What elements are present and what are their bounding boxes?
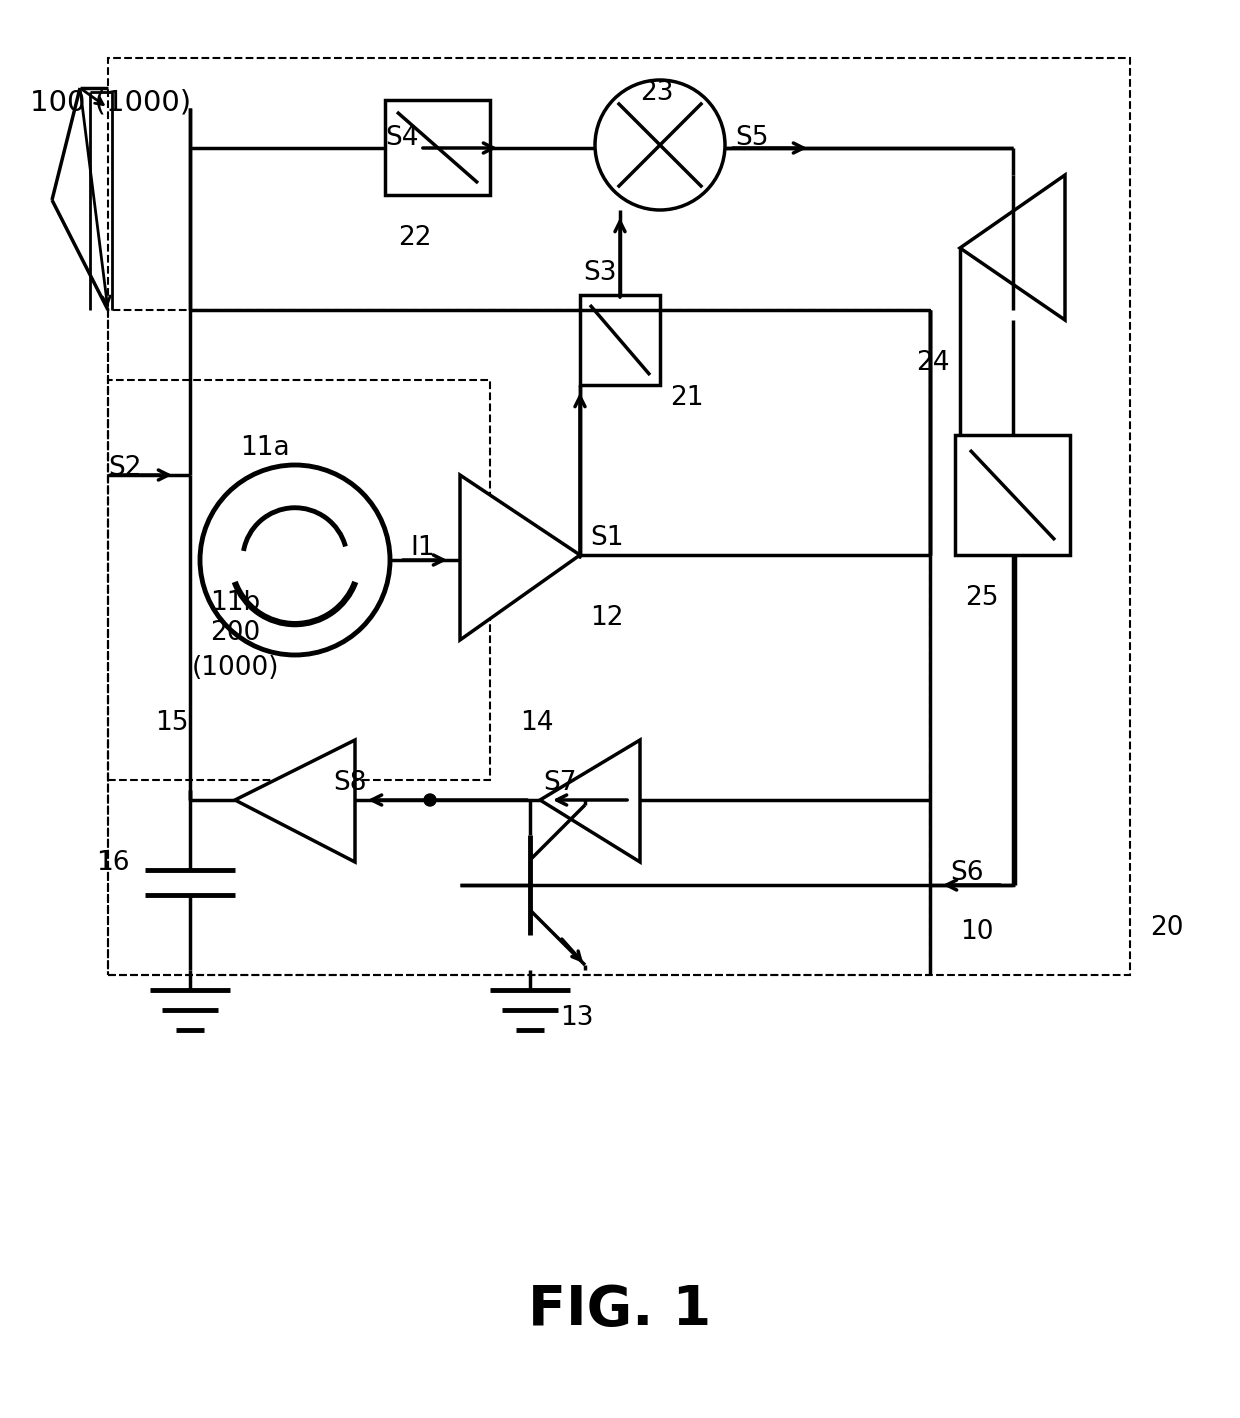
Text: S7: S7 <box>543 770 577 795</box>
Bar <box>108 311 930 976</box>
Text: 100 (1000): 100 (1000) <box>30 88 191 116</box>
Text: 13: 13 <box>560 1005 594 1031</box>
Text: 25: 25 <box>965 586 998 611</box>
Text: 200: 200 <box>210 620 260 647</box>
Text: S2: S2 <box>108 455 141 481</box>
Bar <box>580 295 660 386</box>
Text: S6: S6 <box>950 859 983 886</box>
Text: S3: S3 <box>583 259 616 286</box>
Text: 14: 14 <box>520 710 553 736</box>
Text: S8: S8 <box>334 770 367 795</box>
Bar <box>384 101 490 196</box>
Text: S5: S5 <box>735 125 769 150</box>
Text: 11a: 11a <box>241 435 290 461</box>
Text: 24: 24 <box>916 350 950 376</box>
Bar <box>108 380 490 780</box>
Text: 16: 16 <box>97 849 130 876</box>
Text: 22: 22 <box>398 225 432 251</box>
Text: S1: S1 <box>590 525 624 552</box>
Text: I1: I1 <box>410 535 435 562</box>
Text: FIG. 1: FIG. 1 <box>528 1283 712 1337</box>
Text: 21: 21 <box>670 386 703 411</box>
Text: S4: S4 <box>384 125 419 150</box>
Circle shape <box>424 794 436 805</box>
Polygon shape <box>960 174 1065 320</box>
Polygon shape <box>460 475 580 640</box>
Text: 12: 12 <box>590 605 624 631</box>
Circle shape <box>200 465 391 655</box>
Text: 23: 23 <box>640 79 673 106</box>
Text: 20: 20 <box>1149 915 1183 942</box>
Text: (1000): (1000) <box>191 655 279 681</box>
Text: 10: 10 <box>960 919 993 944</box>
Bar <box>108 58 1130 976</box>
Circle shape <box>595 79 725 210</box>
Bar <box>955 435 1070 554</box>
Text: 15: 15 <box>155 710 188 736</box>
Text: 11b: 11b <box>210 590 260 615</box>
Polygon shape <box>539 740 640 862</box>
Polygon shape <box>236 740 355 862</box>
